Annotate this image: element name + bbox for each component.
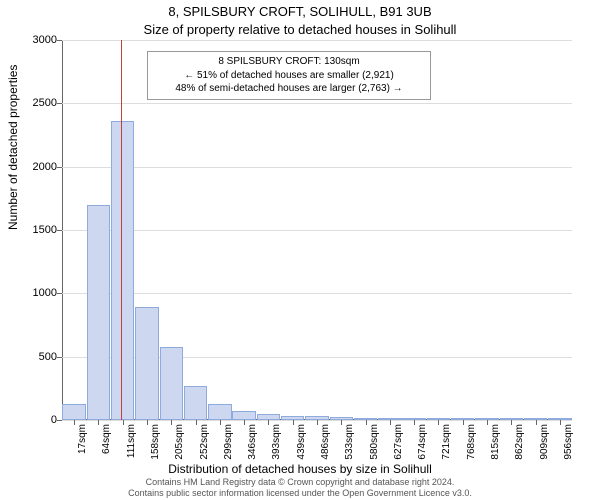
- ytick-mark: [57, 293, 62, 294]
- histogram-bar: [135, 307, 158, 420]
- plot-area: 05001000150020002500300017sqm64sqm111sqm…: [62, 40, 572, 420]
- xtick-mark: [463, 420, 464, 425]
- xtick-mark: [171, 420, 172, 425]
- xtick-mark: [317, 420, 318, 425]
- ytick-mark: [57, 103, 62, 104]
- gridline: [62, 103, 572, 104]
- xtick-mark: [293, 420, 294, 425]
- ytick-mark: [57, 167, 62, 168]
- ytick-label: 1000: [17, 287, 57, 299]
- ytick-mark: [57, 357, 62, 358]
- footer-line2: Contains public sector information licen…: [0, 488, 600, 500]
- chart-title-line1: 8, SPILSBURY CROFT, SOLIHULL, B91 3UB: [0, 4, 600, 19]
- gridline: [62, 167, 572, 168]
- chart-container: 8, SPILSBURY CROFT, SOLIHULL, B91 3UB Si…: [0, 0, 600, 500]
- gridline: [62, 40, 572, 41]
- ytick-mark: [57, 420, 62, 421]
- ytick-label: 2000: [17, 161, 57, 173]
- ytick-label: 1500: [17, 224, 57, 236]
- xtick-mark: [390, 420, 391, 425]
- ytick-label: 3000: [17, 34, 57, 46]
- annotation-box: 8 SPILSBURY CROFT: 130sqm← 51% of detach…: [147, 51, 431, 100]
- ytick-label: 0: [17, 414, 57, 426]
- xtick-mark: [123, 420, 124, 425]
- xtick-mark: [487, 420, 488, 425]
- histogram-bar: [160, 347, 183, 420]
- xtick-mark: [511, 420, 512, 425]
- histogram-bar: [232, 411, 255, 420]
- annotation-line2: ← 51% of detached houses are smaller (2,…: [154, 69, 424, 83]
- gridline: [62, 230, 572, 231]
- ytick-label: 2500: [17, 97, 57, 109]
- xtick-mark: [268, 420, 269, 425]
- chart-title-line2: Size of property relative to detached ho…: [0, 22, 600, 37]
- xtick-mark: [560, 420, 561, 425]
- xtick-mark: [414, 420, 415, 425]
- y-axis-label: Number of detached properties: [6, 65, 20, 230]
- plot: 05001000150020002500300017sqm64sqm111sqm…: [62, 40, 572, 420]
- histogram-bar: [87, 205, 110, 420]
- annotation-line1: 8 SPILSBURY CROFT: 130sqm: [154, 55, 424, 69]
- xtick-mark: [220, 420, 221, 425]
- footer: Contains HM Land Registry data © Crown c…: [0, 477, 600, 500]
- xtick-mark: [98, 420, 99, 425]
- xtick-mark: [366, 420, 367, 425]
- xtick-mark: [196, 420, 197, 425]
- xtick-mark: [438, 420, 439, 425]
- histogram-bar: [62, 404, 85, 420]
- x-axis-label: Distribution of detached houses by size …: [0, 462, 600, 476]
- xtick-mark: [341, 420, 342, 425]
- footer-line1: Contains HM Land Registry data © Crown c…: [0, 477, 600, 489]
- property-marker-line: [121, 40, 122, 420]
- histogram-bar: [111, 121, 134, 420]
- ytick-mark: [57, 230, 62, 231]
- xtick-mark: [244, 420, 245, 425]
- gridline: [62, 293, 572, 294]
- histogram-bar: [184, 386, 207, 420]
- histogram-bar: [208, 404, 231, 420]
- ytick-label: 500: [17, 351, 57, 363]
- xtick-mark: [74, 420, 75, 425]
- xtick-mark: [147, 420, 148, 425]
- annotation-line3: 48% of semi-detached houses are larger (…: [154, 82, 424, 96]
- xtick-mark: [536, 420, 537, 425]
- ytick-mark: [57, 40, 62, 41]
